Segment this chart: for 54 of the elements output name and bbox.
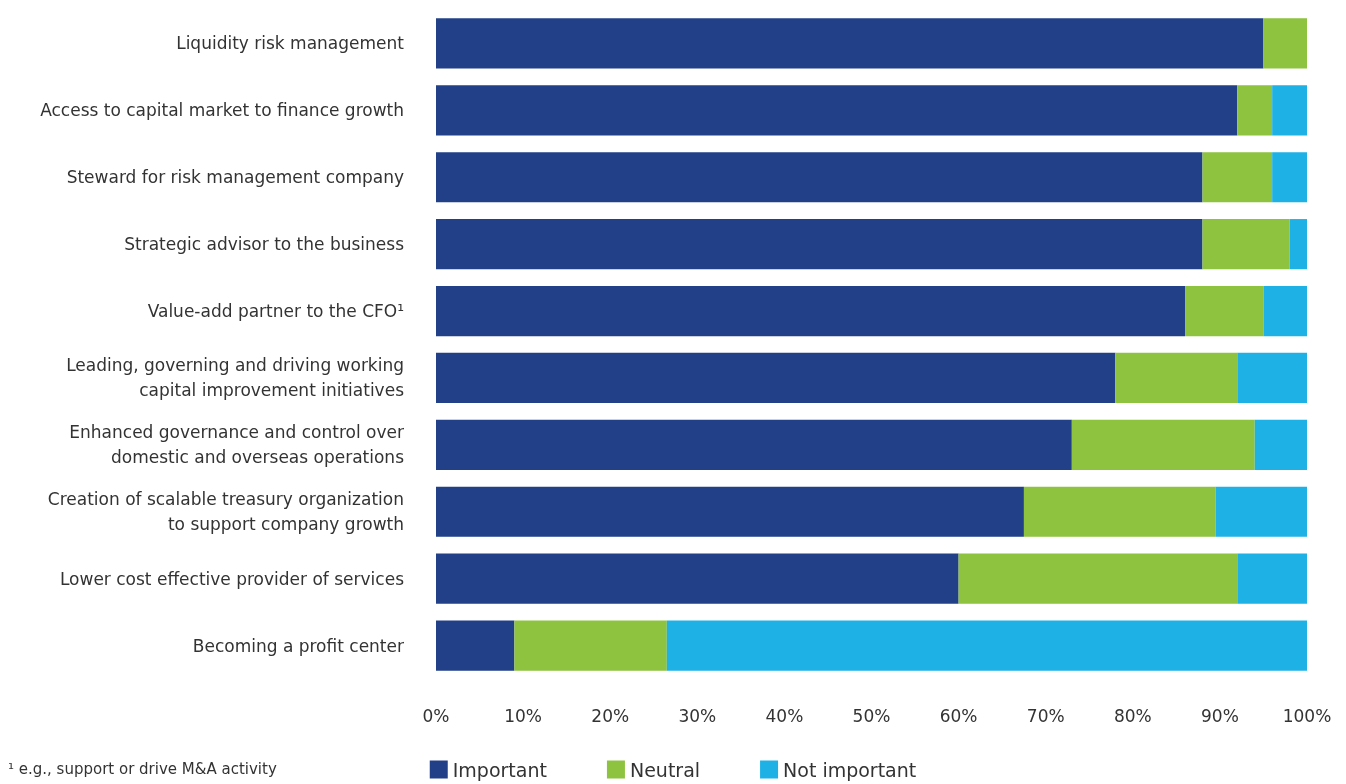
bar	[436, 419, 1072, 470]
bar	[1023, 486, 1216, 537]
bar	[1263, 285, 1307, 337]
x-tick-label: 40%	[765, 705, 804, 726]
bar	[436, 486, 1024, 537]
bar	[1215, 486, 1307, 537]
x-tick-label: 70%	[1026, 705, 1065, 726]
x-tick-label: 80%	[1113, 705, 1152, 726]
bar	[1071, 419, 1255, 470]
bar	[436, 18, 1264, 69]
bar	[1263, 18, 1307, 69]
y-tick-label: Enhanced governance and control over domestic and overseas operations	[69, 422, 405, 468]
y-tick-label: Access to capital market to finance growth	[40, 100, 404, 121]
bar	[1237, 352, 1307, 404]
y-tick-label: Steward for risk management company	[66, 167, 404, 188]
bar	[1289, 219, 1307, 270]
bar	[1115, 352, 1238, 404]
bar	[514, 620, 667, 671]
y-tick-label: Becoming a profit center	[192, 635, 404, 656]
bar	[436, 553, 959, 604]
y-tick-label: Creation of scalable treasury organization to support company growth	[47, 489, 404, 535]
x-tick-label: 50%	[852, 705, 891, 726]
x-tick-label: 20%	[591, 705, 630, 726]
legend-label: Neutral	[629, 758, 701, 781]
bar	[1254, 419, 1307, 470]
bar	[1237, 85, 1273, 136]
x-tick-label: 30%	[678, 705, 717, 726]
legend-label: Not important	[783, 758, 917, 781]
bar	[1202, 152, 1273, 203]
x-tick-label: 100%	[1282, 705, 1332, 726]
y-tick-label: Liquidity risk management	[176, 33, 405, 54]
text: ¹ e.g., support or drive M&A activity	[8, 759, 277, 778]
bar	[436, 352, 1116, 404]
bar	[1272, 152, 1307, 203]
legend-label: Important	[452, 758, 547, 781]
bar	[1272, 85, 1307, 136]
x-tick-label: 0%	[422, 705, 450, 726]
bar	[958, 553, 1238, 604]
bar	[436, 219, 1203, 270]
y-tick-label: Leading, governing and driving working capital improvement initiatives	[66, 355, 405, 401]
bar	[666, 620, 1307, 671]
y-tick-label: Strategic advisor to the business	[124, 234, 405, 255]
bar	[436, 620, 515, 671]
x-tick-label: 90%	[1201, 705, 1239, 726]
bar	[1202, 219, 1290, 270]
y-tick-label: Lower cost effective provider of services	[59, 568, 405, 589]
bar	[1185, 285, 1264, 337]
bar	[436, 285, 1186, 337]
bar	[1237, 553, 1307, 604]
x-tick-label: 60%	[939, 705, 978, 726]
bar	[436, 85, 1238, 136]
x-tick-label: 10%	[504, 705, 542, 726]
y-tick-label: Value-add partner to the CFO¹	[147, 301, 404, 322]
bar	[436, 152, 1203, 203]
